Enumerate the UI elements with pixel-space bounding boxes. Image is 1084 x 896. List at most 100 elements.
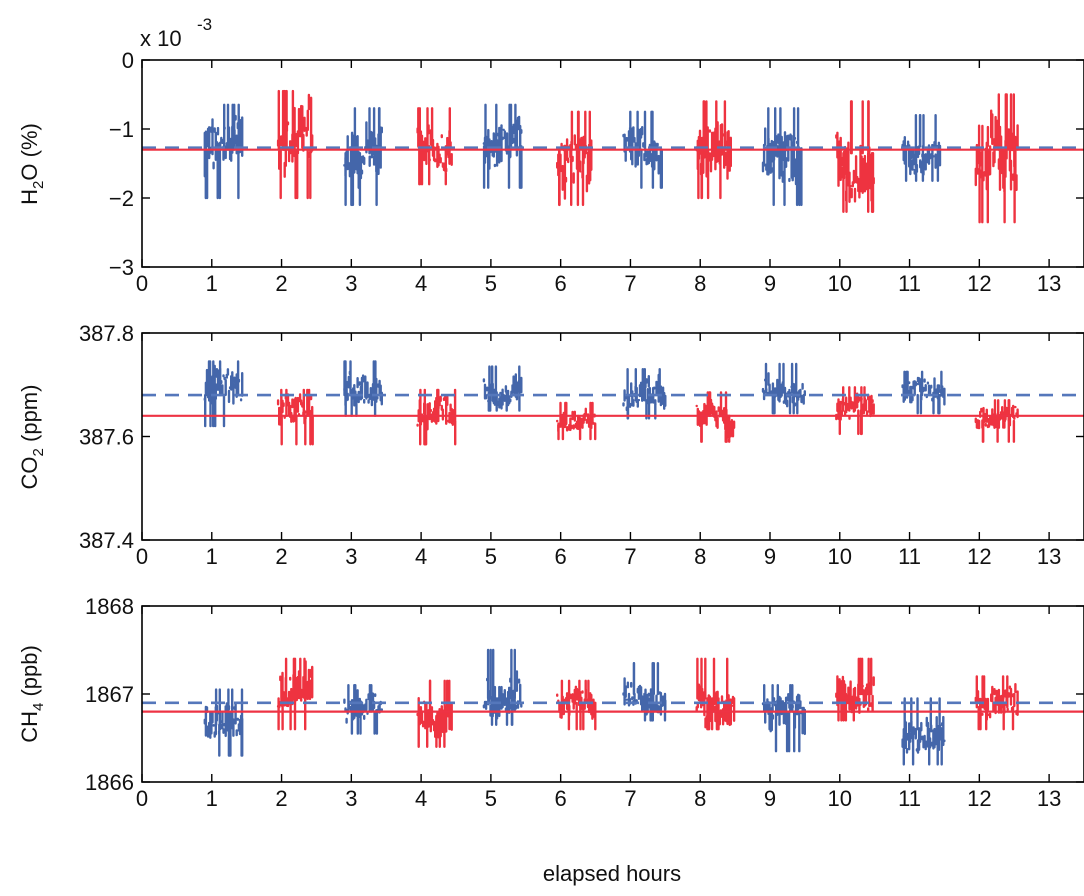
h2o-xtick-label-13: 13	[1037, 271, 1061, 296]
co2-segment-12	[974, 399, 1019, 443]
h2o-segment-3	[343, 107, 383, 207]
co2-ylabel-main: CO	[17, 456, 42, 489]
ch4-segment-2-points	[276, 657, 314, 731]
co2-ytick-label-1: 387.6	[79, 425, 134, 450]
ch4-segment-3-points	[343, 684, 383, 735]
ch4-segment-3	[343, 684, 383, 735]
co2-segment-6-points	[556, 401, 597, 441]
co2-ylabel-rest: (ppm)	[17, 385, 42, 449]
h2o-segment-4	[416, 107, 453, 186]
h2o-ytick-label-1: −1	[109, 117, 134, 142]
h2o-ytick-label-0: 0	[122, 48, 134, 73]
co2-segment-9-points	[761, 362, 806, 415]
h2o-segment-12	[974, 93, 1019, 224]
h2o-xtick-label-4: 4	[415, 271, 427, 296]
h2o-xtick-label-0: 0	[136, 271, 148, 296]
h2o-segment-10	[835, 100, 875, 213]
ch4-xtick-label-7: 7	[624, 786, 636, 811]
ch4-ytick-label-2: 1866	[85, 770, 134, 795]
co2-segment-9	[761, 362, 806, 415]
h2o-segment-9	[761, 107, 803, 207]
ch4-segment-1-points	[203, 688, 244, 757]
ch4-segment-9-points	[761, 684, 806, 753]
co2-ytick-label-2: 387.4	[79, 528, 134, 553]
co2-segment-5-points	[482, 365, 523, 412]
ch4-segment-6	[556, 679, 597, 731]
ch4-segment-1	[203, 688, 244, 757]
h2o-ylabel: H2O (%)	[17, 123, 47, 205]
ch4-segment-4-points	[416, 679, 453, 748]
h2o-exponent-power: -3	[197, 15, 212, 34]
h2o-ytick-label-3: −3	[109, 255, 134, 280]
co2-segment-10-points	[835, 386, 875, 436]
h2o-axes-frame	[141, 59, 1084, 268]
ch4-axes-frame	[141, 605, 1084, 783]
ch4-ytick-label-1: 1867	[85, 682, 134, 707]
ch4-xtick-label-4: 4	[415, 786, 427, 811]
h2o-ylabel-sub: 2	[30, 181, 47, 189]
h2o-exponent-base: x 10	[140, 26, 182, 51]
ch4-xtick-label-11: 11	[898, 786, 921, 811]
ch4-segment-2	[276, 657, 314, 731]
h2o-segment-10-points	[835, 100, 875, 213]
co2-segment-2-points	[276, 388, 314, 446]
co2-segment-4	[416, 388, 457, 446]
h2o-xtick-label-10: 10	[828, 271, 852, 296]
co2-ylabel: CO2 (ppm)	[17, 385, 47, 490]
co2-xtick-label-10: 10	[828, 544, 852, 569]
h2o-xtick-label-12: 12	[967, 271, 991, 296]
co2-segment-1-points	[203, 360, 244, 428]
h2o-xtick-label-6: 6	[555, 271, 567, 296]
h2o-segment-3-points	[343, 107, 383, 207]
h2o-segment-6-points	[556, 110, 593, 207]
ch4-xtick-label-12: 12	[967, 786, 991, 811]
co2-xtick-label-13: 13	[1037, 544, 1061, 569]
h2o-segment-5-points	[482, 103, 523, 189]
ch4-xtick-label-13: 13	[1037, 786, 1061, 811]
ch4-segment-5	[482, 648, 523, 726]
h2o-xtick-label-8: 8	[694, 271, 706, 296]
ch4-segment-10	[835, 657, 875, 722]
co2-segment-11-points	[901, 370, 946, 415]
h2o-xtick-label-3: 3	[345, 271, 357, 296]
h2o-xtick-label-9: 9	[764, 271, 776, 296]
ch4-ytick-label-0: 1868	[85, 594, 134, 619]
h2o-xtick-label-5: 5	[485, 271, 497, 296]
ch4-ylabel-rest: (ppb)	[17, 645, 42, 702]
panel-h2o: 0 1 2 3 4 5 6 7 8 9 10 11 12 130−1−2−3 x 10 -3 H2O (%…	[17, 15, 1084, 296]
ch4-segment-8-points	[695, 657, 736, 731]
h2o-ylabel-rest: O (%)	[17, 123, 42, 180]
co2-segment-8	[695, 391, 736, 443]
h2o-segment-4-points	[416, 107, 453, 186]
co2-xtick-label-0: 0	[136, 544, 148, 569]
ch4-segment-4	[416, 679, 453, 748]
h2o-segment-1	[203, 103, 244, 200]
ch4-segment-11	[901, 697, 946, 766]
ch4-data-layer	[142, 648, 1084, 766]
co2-xtick-label-3: 3	[345, 544, 357, 569]
h2o-ticks: 0 1 2 3 4 5 6 7 8 9 10 11 12 130−1−2−3	[109, 48, 1084, 296]
ch4-xtick-label-3: 3	[345, 786, 357, 811]
h2o-xtick-label-7: 7	[624, 271, 636, 296]
h2o-xtick-label-11: 11	[898, 271, 921, 296]
co2-segment-3-points	[343, 360, 383, 417]
h2o-segment-7	[622, 110, 663, 189]
co2-xtick-label-2: 2	[275, 544, 287, 569]
co2-segment-7-points	[622, 368, 667, 420]
h2o-segment-9-points	[761, 107, 803, 207]
ch4-xtick-label-1: 1	[206, 786, 218, 811]
h2o-segment-7-points	[622, 110, 663, 189]
ch4-xtick-label-2: 2	[275, 786, 287, 811]
co2-xtick-label-8: 8	[694, 544, 706, 569]
co2-segment-6	[556, 401, 597, 441]
h2o-segment-6	[556, 110, 593, 207]
ch4-ylabel-main: CH	[17, 711, 42, 743]
co2-segment-1	[203, 360, 244, 428]
co2-data-layer	[142, 360, 1084, 446]
ch4-xtick-label-9: 9	[764, 786, 776, 811]
ch4-xtick-label-5: 5	[485, 786, 497, 811]
ch4-xtick-label-0: 0	[136, 786, 148, 811]
h2o-ytick-label-2: −2	[109, 186, 134, 211]
